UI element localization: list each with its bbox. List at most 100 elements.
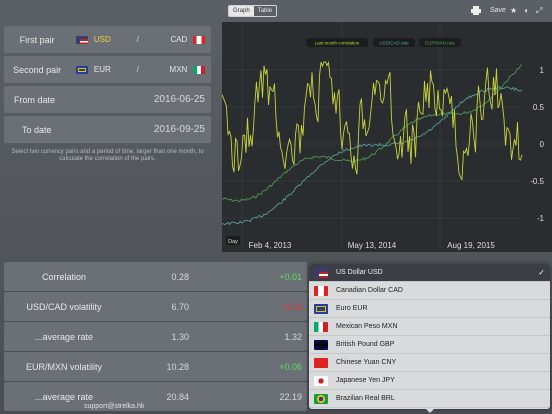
eu-flag-icon (314, 303, 328, 314)
y-tick-label: 0.5 (533, 103, 545, 112)
y-tick-label: 1 (540, 66, 545, 75)
stat-change: -0.22 (281, 301, 302, 312)
legend-pill (373, 38, 415, 47)
legend-item[interactable]: EUR/MXN rate (425, 41, 455, 46)
x-tick-label: Aug 19, 2015 (447, 241, 495, 250)
y-axis-ticks: 1 0.5 0 -0.5 -1 (530, 66, 544, 223)
stat-label: USD/CAD volatility (26, 301, 102, 312)
stat-value: 10.28 (166, 361, 189, 372)
currency-option[interactable]: Canadian Dollar CAD (309, 282, 550, 300)
stat-change: +0.06 (279, 361, 302, 372)
first-pair-label: First pair (19, 34, 55, 45)
hint-text: Select two currency pairs and a period o… (11, 149, 204, 162)
currency-option-label: Brazilian Real BRL (336, 395, 395, 402)
chart-legend: Last month correlation USD/CAD rate EUR/MX… (306, 38, 461, 47)
legend-item[interactable]: Last month correlation (315, 41, 360, 46)
view-segmented-control[interactable]: Graph Table (228, 5, 278, 17)
second-pair-row[interactable]: Second pair EUR / MXN (4, 56, 211, 83)
currency-option-label: Chinese Yuan CNY (336, 359, 397, 366)
currency-option[interactable]: US Dollar USD ✓ (309, 264, 550, 282)
second-pair-to[interactable]: MXN (169, 65, 188, 74)
stats-row: USD/CAD volatility 6.70 -0.22 (4, 292, 307, 321)
eur-mxn-line (222, 64, 523, 203)
us-flag-icon (76, 35, 88, 44)
stat-value: 1.30 (171, 331, 189, 342)
top-toolbar: Graph Table Save ★ ◑ ⤢ (222, 0, 552, 22)
second-pair-label: Second pair (13, 64, 62, 75)
from-date-label: From date (14, 94, 56, 105)
first-pair-row[interactable]: First pair USD / CAD (4, 26, 211, 53)
currency-option[interactable]: Brazilian Real BRL (309, 390, 550, 408)
eu-flag-icon (76, 65, 88, 74)
currency-option-label: Japanese Yen JPY (336, 377, 395, 384)
stat-value: 6.70 (171, 301, 189, 312)
stat-label: EUR/MXN volatility (25, 361, 102, 372)
cn-flag-icon (314, 357, 328, 368)
to-date-value[interactable]: 2016-09-25 (153, 124, 205, 135)
currency-option-label: Euro EUR (336, 305, 368, 312)
stat-change: +0.01 (279, 271, 302, 282)
gb-flag-icon (314, 339, 328, 350)
us-flag-icon (314, 267, 328, 278)
currency-option[interactable]: Japanese Yen JPY (309, 372, 550, 390)
second-pair-from[interactable]: EUR (93, 65, 111, 74)
legend-pill (306, 38, 368, 47)
to-date-field[interactable]: To date 2016-09-25 (4, 116, 211, 143)
x-tick-label: May 13, 2014 (348, 241, 397, 250)
stats-row: EUR/MXN volatility 10.28 +0.06 (4, 352, 307, 381)
stat-label: ...average rate (34, 331, 94, 342)
to-date-label: To date (22, 124, 52, 135)
tab-table[interactable]: Table (257, 8, 273, 14)
checkmark-icon: ✓ (538, 268, 545, 277)
stat-value: 0.28 (171, 271, 189, 282)
support-email[interactable]: support@strelka.hk (84, 403, 145, 410)
currency-dropdown[interactable]: US Dollar USD ✓ Canadian Dollar CAD Euro EU… (309, 264, 550, 409)
correlation-chart[interactable]: 1 0.5 0 -0.5 -1 Feb 4, 2013 May 13, 2014 Aug 1… (222, 22, 552, 252)
y-tick-label: -0.5 (530, 177, 544, 186)
stat-change: 1.32 (284, 331, 302, 342)
range-day-button[interactable]: Day (228, 239, 238, 245)
x-tick-label: Feb 4, 2013 (249, 241, 292, 250)
theme-icon[interactable]: ◑ (523, 6, 528, 15)
usd-cad-line (222, 86, 523, 226)
ca-flag-icon (193, 35, 206, 44)
print-icon[interactable] (471, 6, 481, 15)
legend-pill (419, 38, 461, 47)
first-pair-from[interactable]: USD (93, 35, 111, 44)
chart-series (222, 60, 523, 226)
currency-option[interactable]: Mexican Peso MXN (309, 318, 550, 336)
legend-item[interactable]: USD/CAD rate (379, 41, 409, 46)
from-date-value[interactable]: 2016-06-25 (153, 94, 205, 105)
y-tick-label: 0 (540, 140, 545, 149)
currency-option[interactable]: British Pound GBP (309, 336, 550, 354)
ca-flag-icon (314, 285, 328, 296)
stats-row: ...average rate 20.84 22.19 (4, 382, 307, 411)
chart-grid (222, 22, 522, 252)
save-button[interactable]: Save (490, 7, 506, 14)
stats-row: Correlation 0.28 +0.01 (4, 262, 307, 291)
stats-row: ...average rate 1.30 1.32 (4, 322, 307, 351)
from-date-field[interactable]: From date 2016-06-25 (4, 86, 211, 113)
br-flag-icon (314, 393, 328, 404)
currency-option-label: British Pound GBP (336, 341, 395, 348)
mx-flag-icon (314, 321, 328, 332)
x-axis-ticks: Feb 4, 2013 May 13, 2014 Aug 19, 2015 (249, 241, 496, 250)
stat-label: ...average rate (34, 391, 94, 402)
jp-flag-icon (314, 375, 328, 386)
first-pair-to[interactable]: CAD (170, 35, 188, 44)
stat-value: 20.84 (166, 391, 189, 402)
correlation-line (222, 60, 523, 182)
stat-change: 22.19 (279, 391, 302, 402)
mx-flag-icon (193, 65, 206, 74)
dropdown-arrow-icon (425, 408, 435, 413)
star-icon[interactable]: ★ (510, 6, 518, 15)
currency-option-label: Canadian Dollar CAD (336, 287, 403, 294)
currency-option[interactable]: Euro EUR (309, 300, 550, 318)
currency-option-label: Mexican Peso MXN (336, 323, 398, 330)
y-tick-label: -1 (537, 214, 545, 223)
currency-option[interactable]: Chinese Yuan CNY (309, 354, 550, 372)
expand-icon[interactable]: ⤢ (536, 6, 543, 15)
currency-option-label: US Dollar USD (336, 269, 383, 276)
tab-graph[interactable]: Graph (229, 6, 254, 16)
stat-label: Correlation (41, 271, 87, 282)
